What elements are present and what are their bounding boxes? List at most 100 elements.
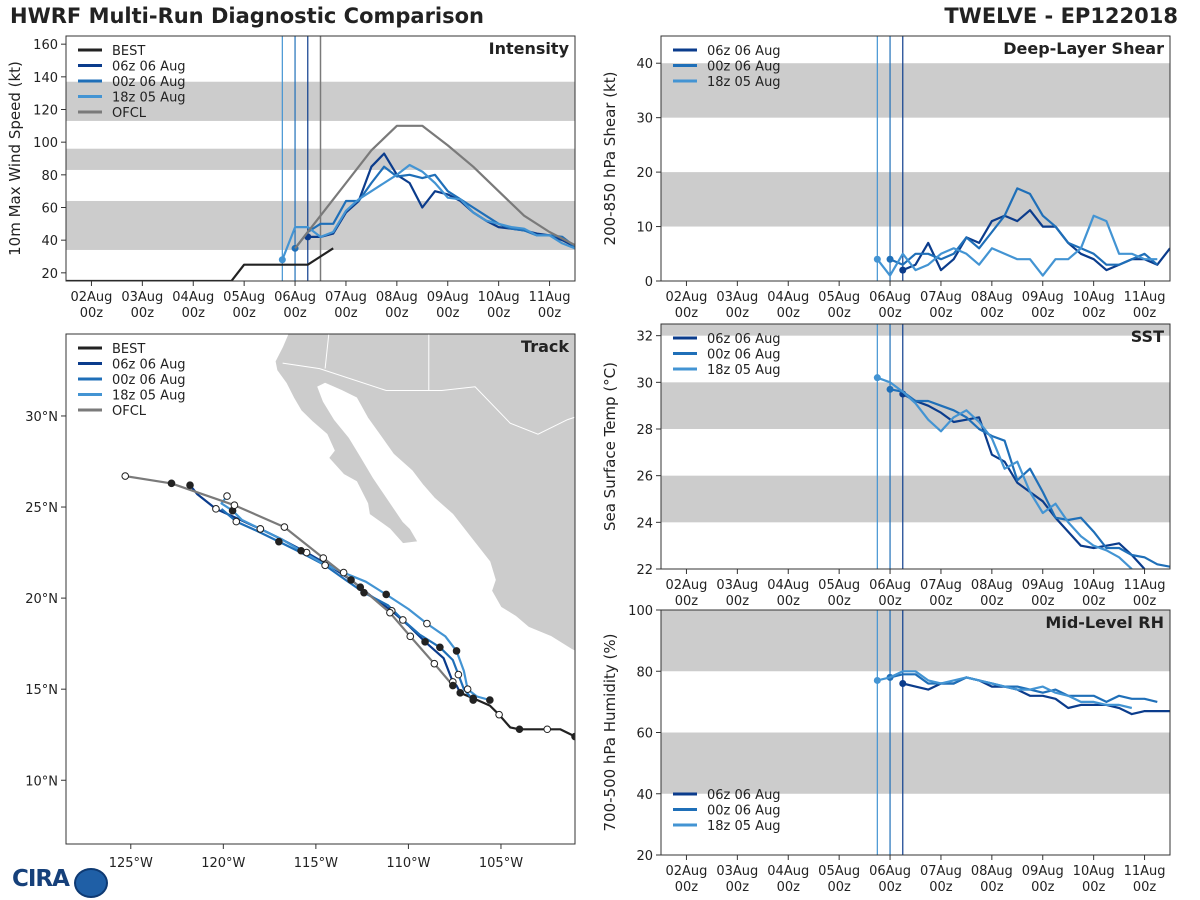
y-axis-label: 700-500 hPa Humidity (%) — [601, 633, 619, 831]
series-group — [873, 187, 1170, 277]
x-tick-label: 00z — [80, 306, 104, 321]
figure-title: HWRF Multi-Run Diagnostic Comparison — [10, 4, 485, 28]
x-tick-label: 00z — [334, 306, 358, 321]
series-group — [873, 670, 1170, 716]
threshold-band — [661, 732, 1170, 794]
x-tick-label: 00z — [487, 306, 511, 321]
track-point — [399, 616, 407, 624]
track-panel: 125°W 120°W 115°W 110°W 105°W 10°N 15°N 20°N 25°… — [25, 333, 576, 871]
track-point — [463, 685, 472, 693]
x-tick-label: 00z — [777, 306, 801, 321]
x-tick-label: 00z — [878, 880, 902, 895]
track-point — [456, 689, 465, 697]
x-tick-label: 07Aug — [920, 864, 962, 879]
lat-tick-label: 30°N — [25, 410, 58, 425]
panel-title: Track — [521, 337, 569, 356]
legend-label: 00z 06 Aug — [112, 373, 186, 388]
track-point — [495, 710, 503, 719]
x-tick-label: 00z — [929, 306, 953, 321]
series-line — [889, 673, 1158, 704]
panel-title: Deep-Layer Shear — [1003, 39, 1164, 58]
x-tick-label: 00z — [1031, 880, 1055, 895]
series-line — [876, 376, 1133, 569]
x-tick-label: 06Aug — [869, 864, 911, 879]
legend-label: 06z 06 Aug — [112, 60, 186, 75]
track-line — [125, 475, 454, 687]
x-tick-label: 00z — [675, 880, 699, 895]
series-start-point — [886, 385, 894, 393]
x-tick-label: 00z — [182, 306, 206, 321]
track-point — [486, 696, 494, 704]
y-tick-label: 160 — [33, 38, 58, 53]
lon-tick-label: 115°W — [294, 856, 338, 871]
x-tick-label: 00z — [878, 306, 902, 321]
axes-frame — [65, 35, 576, 282]
y-axis-label: 200-850 hPa Shear (kt) — [601, 72, 619, 246]
track-point — [423, 619, 431, 628]
y-tick-label: 20 — [636, 849, 653, 864]
x-tick-label: 08Aug — [376, 290, 418, 305]
x-tick-label: 10Aug — [1073, 290, 1115, 305]
legend-label: 18z 05 Aug — [707, 363, 781, 378]
legend-label: OFCL — [112, 404, 147, 419]
y-tick-label: 40 — [636, 57, 653, 72]
legend-label: 18z 05 Aug — [707, 75, 781, 90]
x-tick-label: 00z — [1133, 594, 1157, 609]
x-tick-label: 11Aug — [1124, 864, 1166, 879]
track-point — [339, 568, 348, 577]
legend-label: 00z 06 Aug — [707, 60, 781, 75]
threshold-band — [661, 324, 1170, 336]
series-group — [873, 374, 1170, 569]
x-tick-label: 00z — [929, 880, 953, 895]
track-point — [449, 681, 457, 690]
y-tick-label: 20 — [41, 267, 58, 282]
x-tick-label: 08Aug — [971, 578, 1013, 593]
track-point — [515, 725, 524, 734]
y-tick-label: 40 — [41, 234, 58, 249]
series-line — [66, 247, 334, 281]
x-tick-label: 11Aug — [1124, 578, 1166, 593]
track-line — [220, 495, 491, 702]
y-tick-label: 60 — [636, 727, 653, 742]
y-tick-label: 30 — [636, 376, 653, 391]
track-point — [469, 696, 478, 704]
x-tick-label: 00z — [232, 306, 256, 321]
track-line — [220, 508, 475, 701]
x-tick-label: 00z — [283, 306, 307, 321]
legend-label: 00z 06 Aug — [707, 804, 781, 819]
track-point — [297, 546, 305, 555]
x-tick-label: 00z — [1031, 306, 1055, 321]
y-tick-label: 30 — [636, 112, 653, 127]
x-tick-label: 11Aug — [1124, 290, 1166, 305]
lon-tick-label: 125°W — [109, 856, 153, 871]
lat-tick-label: 25°N — [25, 501, 58, 516]
x-tick-label: 00z — [980, 594, 1004, 609]
x-tick-label: 00z — [878, 594, 902, 609]
country-border — [324, 334, 330, 369]
track-point — [452, 647, 461, 655]
y-tick-label: 32 — [636, 330, 653, 345]
cira-logo: CIRA — [4, 864, 114, 898]
series-line — [294, 124, 575, 249]
x-tick-label: 02Aug — [665, 578, 707, 593]
x-tick-label: 11Aug — [529, 290, 571, 305]
track-point — [454, 670, 463, 679]
legend-label: 06z 06 Aug — [112, 358, 186, 373]
legend-label: 06z 06 Aug — [707, 44, 781, 59]
track-point — [223, 492, 231, 500]
rh-panel: 2040608010002Aug00z03Aug00z04Aug00z05Aug… — [601, 604, 1171, 895]
x-tick-label: 00z — [929, 594, 953, 609]
x-tick-label: 05Aug — [818, 290, 860, 305]
series-line — [876, 214, 1158, 277]
track-point — [256, 525, 265, 533]
y-tick-label: 10 — [636, 221, 653, 236]
x-tick-label: 00z — [777, 880, 801, 895]
track-point — [356, 583, 365, 591]
x-tick-label: 02Aug — [70, 290, 112, 305]
axes-frame — [660, 323, 1171, 570]
x-tick-label: 00z — [1082, 880, 1106, 895]
y-tick-label: 20 — [636, 166, 653, 181]
x-tick-label: 00z — [827, 306, 851, 321]
map-frame — [65, 333, 576, 845]
